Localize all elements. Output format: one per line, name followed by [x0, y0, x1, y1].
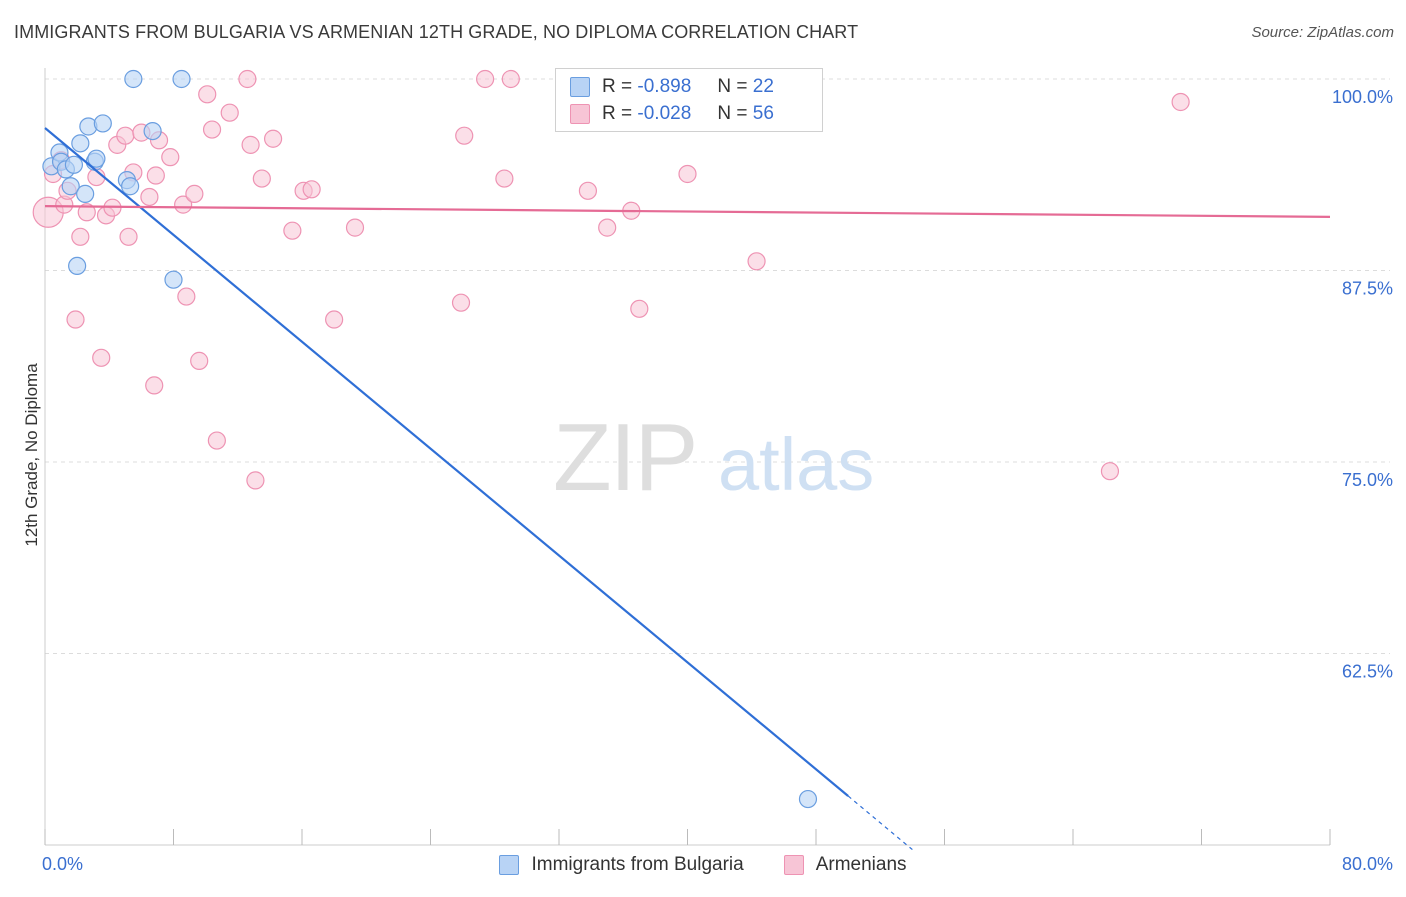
bottom-legend-armenians: Armenians	[783, 854, 907, 876]
armenians-point	[246, 471, 265, 490]
bulgaria-point	[61, 177, 80, 196]
bottom-legend-swatch-blue	[499, 855, 520, 875]
armenians-point	[145, 376, 164, 395]
bulgaria-point	[68, 256, 87, 276]
armenians-point	[161, 148, 180, 167]
chart-title: IMMIGRANTS FROM BULGARIA VS ARMENIAN 12T…	[14, 22, 859, 42]
x-tick-label: 0.0%	[42, 854, 83, 874]
y-axis-label: 12th Grade, No Diploma	[22, 363, 41, 547]
legend-n-label: N =	[717, 103, 748, 124]
armenians-point	[92, 348, 111, 367]
bulgaria-point	[143, 121, 162, 141]
armenians-point	[71, 227, 90, 246]
bulgaria-point	[124, 69, 143, 89]
armenians-point	[116, 126, 135, 145]
bulgaria-point	[64, 155, 84, 174]
bulgaria-point	[93, 114, 112, 133]
legend-swatch-blue	[570, 77, 590, 97]
armenians-point	[501, 69, 520, 89]
armenians-point	[77, 203, 96, 222]
armenians-point	[678, 164, 697, 184]
bottom-legend-swatch-pink	[783, 855, 804, 875]
armenians-point	[302, 180, 321, 199]
y-tick-label: 62.5%	[1342, 662, 1393, 682]
x-tick-label: 80.0%	[1342, 854, 1393, 874]
armenians-point	[177, 287, 196, 306]
bulgaria-point	[164, 270, 183, 289]
armenians-point	[207, 431, 226, 450]
armenians-point	[119, 227, 138, 246]
armenians-point	[202, 120, 222, 139]
legend-n-value: 22	[752, 76, 774, 97]
armenians-point	[220, 103, 239, 122]
watermark-zip: ZIP	[553, 404, 696, 511]
armenians-point	[198, 85, 217, 104]
y-tick-label: 75.0%	[1342, 470, 1393, 490]
armenians-point	[345, 218, 365, 237]
armenians-points	[32, 69, 1190, 490]
source-label: Source: ZipAtlas.com	[1251, 24, 1394, 41]
bulgaria-trend-line	[44, 127, 849, 797]
legend-swatch-pink	[570, 104, 590, 124]
armenians-point	[252, 169, 271, 188]
legend-row-armenians: R = -0.028 N = 56	[570, 102, 774, 126]
bulgaria-point	[76, 184, 95, 203]
legend-r-label: R =	[602, 76, 633, 97]
legend-r-value: -0.898	[637, 76, 692, 97]
legend-n-label: N =	[717, 76, 748, 97]
bulgaria-point	[71, 134, 90, 153]
armenians-point	[66, 310, 85, 329]
trend-lines	[44, 127, 1331, 851]
legend-r-value: -0.028	[637, 103, 692, 124]
bulgaria-point	[798, 789, 818, 809]
armenians-point	[1100, 462, 1120, 481]
armenians-point	[455, 126, 474, 145]
armenians-point	[241, 135, 260, 154]
armenians-point	[283, 221, 302, 240]
y-tick-labels: 100.0% 87.5% 75.0% 62.5%	[1332, 87, 1393, 682]
armenians-point	[578, 181, 598, 200]
armenians-point	[185, 184, 204, 203]
armenians-point	[146, 166, 165, 185]
bottom-legend-label: Armenians	[815, 854, 907, 875]
armenians-trend-line	[44, 205, 1331, 218]
bottom-legend-bulgaria: Immigrants from Bulgaria	[499, 854, 744, 876]
bulgaria-point	[121, 177, 140, 196]
watermark: ZIP atlas	[553, 404, 874, 511]
armenians-point	[598, 218, 617, 237]
armenians-point	[476, 69, 495, 89]
bottom-legend-label: Immigrants from Bulgaria	[531, 854, 744, 875]
armenians-point	[747, 252, 766, 271]
bulgaria-point	[172, 69, 191, 89]
armenians-point	[263, 129, 283, 148]
armenians-point	[174, 195, 193, 214]
bulgaria-trend-extension	[847, 795, 913, 851]
armenians-point	[190, 351, 209, 370]
armenians-point	[140, 187, 159, 207]
armenians-point	[451, 293, 471, 312]
armenians-point	[325, 310, 344, 329]
y-tick-label: 87.5%	[1342, 279, 1393, 299]
legend-r-label: R =	[602, 103, 633, 124]
legend-box: R = -0.898 N = 22 R = -0.028 N = 56	[555, 68, 823, 132]
bottom-legend: Immigrants from Bulgaria Armenians	[0, 852, 1406, 878]
bulgaria-point	[87, 149, 106, 168]
armenians-point	[1171, 92, 1190, 112]
armenians-point	[630, 299, 649, 318]
armenians-point	[495, 169, 514, 188]
watermark-atlas: atlas	[718, 423, 874, 506]
y-tick-label: 100.0%	[1332, 87, 1393, 107]
armenians-point	[238, 69, 257, 89]
x-tick-labels: 0.0% 80.0%	[42, 854, 1393, 874]
legend-n-value: 56	[752, 103, 774, 124]
grid-lines	[45, 78, 1390, 654]
axes	[44, 68, 1331, 846]
legend-row-bulgaria: R = -0.898 N = 22	[570, 75, 774, 99]
